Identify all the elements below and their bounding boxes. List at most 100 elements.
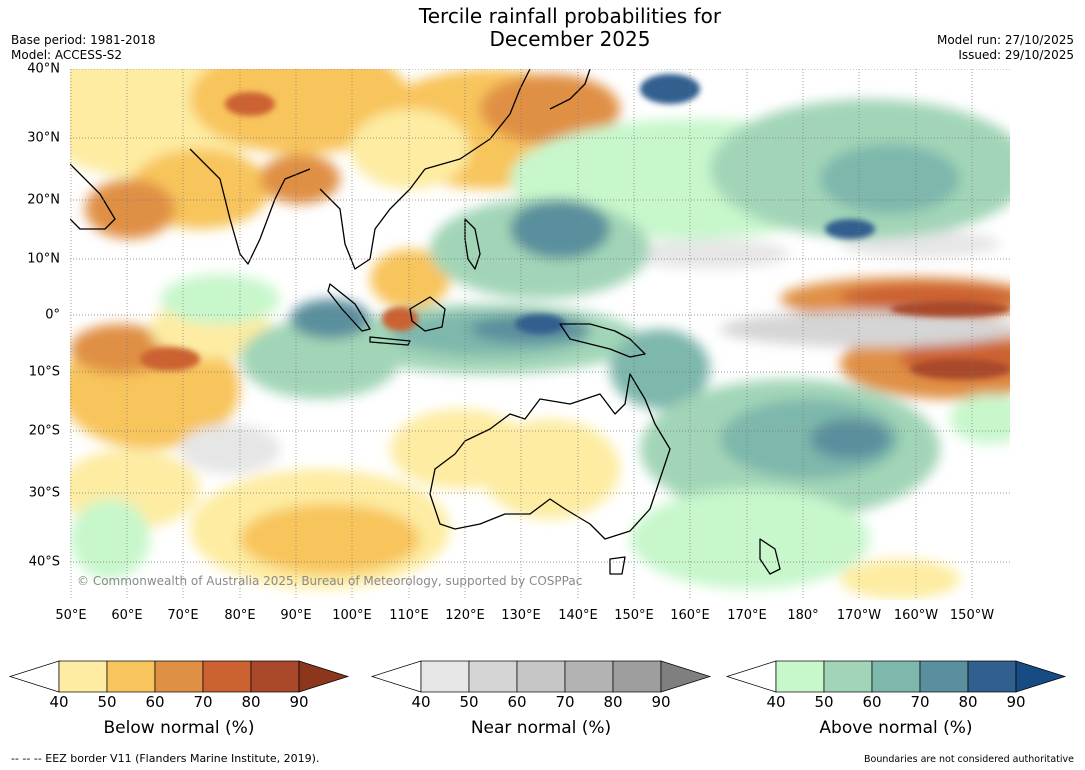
china-coastline xyxy=(424,69,531,170)
below-normal-colorbar xyxy=(8,660,350,693)
lon-label: 140°E xyxy=(558,608,598,623)
colorbar-tick: 80 xyxy=(603,693,623,711)
japan-coastline xyxy=(549,69,591,110)
colorbar-tick: 40 xyxy=(49,693,69,711)
colorbar-tick: 60 xyxy=(145,693,165,711)
lat-label: 40°S xyxy=(28,554,60,570)
below-normal-label: Below normal (%) xyxy=(103,718,255,738)
lon-label: 100°E xyxy=(332,608,372,623)
lon-label: 90°E xyxy=(280,608,312,623)
boundaries-disclaimer: Boundaries are not considered authoritat… xyxy=(864,754,1074,765)
above-swatch xyxy=(823,660,873,693)
lon-label: 160°E xyxy=(670,608,710,623)
coastlines xyxy=(70,69,781,575)
lat-label: 30°S xyxy=(28,485,60,501)
lon-label: 170°W xyxy=(836,608,882,623)
lon-label: 150°W xyxy=(949,608,995,623)
colorbar-tick: 50 xyxy=(97,693,117,711)
lat-label: 20°N xyxy=(27,192,60,208)
new-zealand-coastline xyxy=(759,538,781,575)
lon-label: 60°E xyxy=(111,608,143,623)
colorbar-tick: 70 xyxy=(555,693,575,711)
lon-label: 120°E xyxy=(445,608,485,623)
lat-label: 10°S xyxy=(28,364,60,380)
below-swatch-min xyxy=(8,660,60,693)
lon-label: 180° xyxy=(787,608,819,623)
colorbar-tick: 60 xyxy=(862,693,882,711)
lat-label: 20°S xyxy=(28,423,60,439)
below-swatch-max xyxy=(298,660,350,693)
near-colorbar-graphic xyxy=(370,660,712,693)
lon-label: 130°E xyxy=(501,608,541,623)
colorbar-tick: 40 xyxy=(766,693,786,711)
india-coastline xyxy=(189,148,311,265)
map-area[interactable] xyxy=(70,69,1010,600)
above-colorbar-graphic xyxy=(725,660,1067,693)
model-name: Model: ACCESS-S2 xyxy=(11,48,123,62)
above-swatch xyxy=(919,660,969,693)
above-swatch xyxy=(775,660,825,693)
below-swatch xyxy=(202,660,252,693)
colorbar-tick: 80 xyxy=(241,693,261,711)
below-swatch xyxy=(250,660,300,693)
lat-label: 0° xyxy=(45,307,60,323)
lon-label: 80°E xyxy=(224,608,256,623)
australia-coastline xyxy=(429,373,671,540)
java-coastline xyxy=(369,336,411,346)
above-normal-label: Above normal (%) xyxy=(819,718,973,738)
sumatra-coastline xyxy=(327,283,371,332)
near-swatch xyxy=(564,660,614,693)
lon-label: 50°E xyxy=(55,608,87,623)
below-colorbar-graphic xyxy=(8,660,350,693)
near-normal-colorbar xyxy=(370,660,712,693)
above-swatch-min xyxy=(725,660,777,693)
arabia-coastline xyxy=(70,163,116,230)
colorbar-tick: 90 xyxy=(651,693,671,711)
eez-border-note: -- -- -- EEZ border V11 (Flanders Marine… xyxy=(11,752,320,765)
below-swatch xyxy=(154,660,204,693)
lat-label: 10°N xyxy=(27,251,60,267)
near-swatch xyxy=(420,660,470,693)
base-period: Base period: 1981-2018 xyxy=(11,33,156,47)
colorbar-tick: 70 xyxy=(910,693,930,711)
colorbar-tick: 70 xyxy=(193,693,213,711)
map-title: Tercile rainfall probabilities for Decem… xyxy=(0,5,1085,51)
lon-label: 170°E xyxy=(727,608,767,623)
near-swatch-min xyxy=(370,660,422,693)
colorbar-tick: 80 xyxy=(958,693,978,711)
model-run: Model run: 27/10/2025 xyxy=(936,33,1074,47)
colorbar-tick: 90 xyxy=(1006,693,1026,711)
header-left: Base period: 1981-2018 Model: ACCESS-S2 xyxy=(11,33,156,63)
borneo-coastline xyxy=(409,296,446,332)
issued-date: Issued: 29/10/2025 xyxy=(958,48,1074,62)
colorbar-tick: 50 xyxy=(814,693,834,711)
lon-label: 150°E xyxy=(614,608,654,623)
above-swatch-max xyxy=(1015,660,1067,693)
philippines-coastline xyxy=(464,218,481,270)
colorbar-tick: 90 xyxy=(289,693,309,711)
below-swatch xyxy=(58,660,108,693)
lon-label: 110°E xyxy=(389,608,429,623)
colorbar-tick: 40 xyxy=(411,693,431,711)
new-guinea-coastline xyxy=(559,323,646,358)
colorbar-tick: 50 xyxy=(459,693,479,711)
near-swatch-max xyxy=(660,660,712,693)
above-swatch xyxy=(871,660,921,693)
above-swatch xyxy=(967,660,1017,693)
rainfall-map xyxy=(70,69,1010,600)
title-line-2: December 2025 xyxy=(489,27,651,51)
copyright-notice: © Commonwealth of Australia 2025, Bureau… xyxy=(77,574,583,588)
tasmania-coastline xyxy=(609,556,626,575)
header-right: Model run: 27/10/2025 Issued: 29/10/2025 xyxy=(937,33,1074,63)
near-normal-label: Near normal (%) xyxy=(470,718,612,738)
colorbar-tick: 60 xyxy=(507,693,527,711)
near-swatch xyxy=(468,660,518,693)
lat-label: 30°N xyxy=(27,130,60,146)
below-swatch xyxy=(106,660,156,693)
probability-shading xyxy=(70,69,1010,599)
near-swatch xyxy=(516,660,566,693)
graticule xyxy=(70,69,1010,600)
title-line-1: Tercile rainfall probabilities for xyxy=(418,4,722,28)
lon-label: 70°E xyxy=(167,608,199,623)
lat-label: 40°N xyxy=(27,61,60,77)
